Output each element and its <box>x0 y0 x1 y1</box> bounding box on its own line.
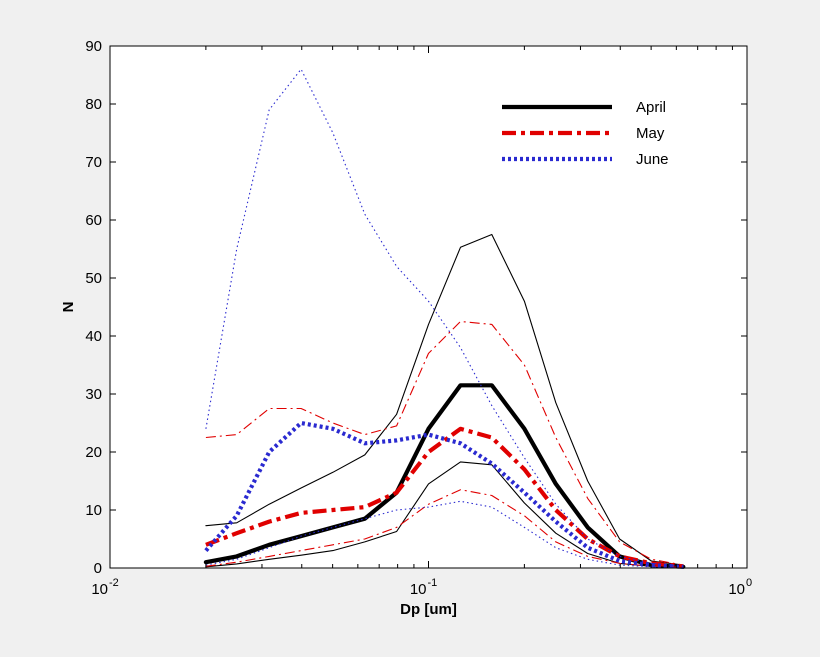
y-tick-label: 50 <box>85 270 102 287</box>
x-tick-base: 10 <box>410 581 427 598</box>
y-tick-label: 60 <box>85 212 102 229</box>
series-april-lower-line <box>205 461 684 568</box>
x-tick-base: 10 <box>91 581 108 598</box>
series-april-line <box>203 383 686 569</box>
legend-april-label: April <box>636 99 666 116</box>
x-tick-exponent: -1 <box>428 577 438 589</box>
y-tick-label: 20 <box>85 444 102 461</box>
y-tick-label: 10 <box>85 502 102 519</box>
y-tick-label: 90 <box>85 38 102 55</box>
legend-june-label: June <box>636 151 669 168</box>
x-axis-label: Dp [um] <box>400 601 457 618</box>
legend-may-label: May <box>636 125 665 142</box>
y-axis-label: N <box>60 302 77 313</box>
series-may-upper-line <box>205 320 684 566</box>
x-tick-base: 10 <box>728 581 745 598</box>
y-tick-label: 80 <box>85 96 102 113</box>
legend: April May June <box>502 99 669 168</box>
series-may-lower-line <box>205 489 684 568</box>
x-tick-exponent: -2 <box>109 577 119 589</box>
x-tick-exponent: 0 <box>746 577 752 589</box>
x-tick-label: 10 -1 <box>410 577 437 598</box>
series-june-line <box>204 420 684 569</box>
series-may-line <box>205 426 684 569</box>
y-tick-label: 30 <box>85 386 102 403</box>
series-layer <box>203 68 686 569</box>
x-tick-label: 10 0 <box>728 577 752 598</box>
series-june-upper-line <box>205 68 684 567</box>
x-tick-label: 10 -2 <box>91 577 118 598</box>
plot-area <box>110 46 747 568</box>
y-tick-label: 40 <box>85 328 102 345</box>
y-tick-label: 0 <box>94 560 102 577</box>
series-april-upper-line <box>205 233 684 566</box>
y-tick-label: 70 <box>85 154 102 171</box>
